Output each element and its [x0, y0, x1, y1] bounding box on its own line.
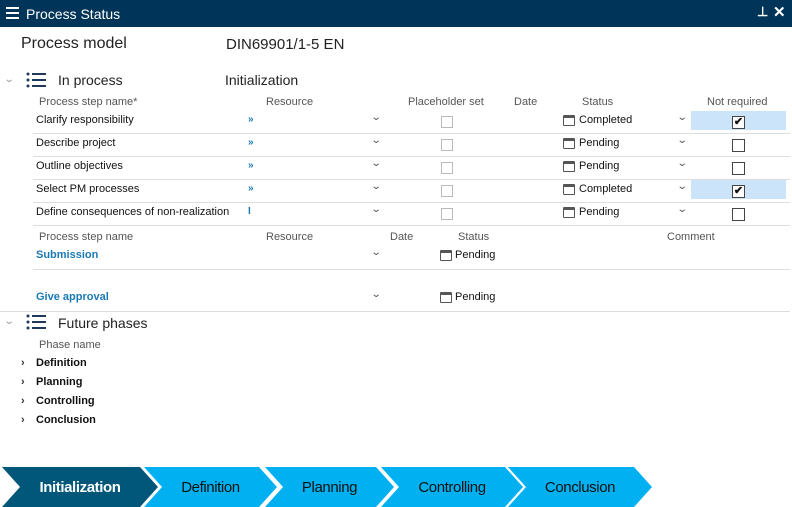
not-required-checkbox[interactable]	[732, 139, 745, 152]
close-icon[interactable]: ✕	[773, 4, 786, 21]
step-name: Describe project	[36, 137, 116, 149]
not-required-checkbox[interactable]	[732, 208, 745, 221]
placeholder-checkbox[interactable]	[441, 185, 453, 197]
row-divider	[33, 133, 790, 134]
resource-dropdown-icon[interactable]: ⌄	[370, 247, 382, 258]
expand-phase-icon[interactable]: ›	[21, 395, 25, 407]
resource-link[interactable]: »	[248, 160, 254, 171]
expand-phase-icon[interactable]: ›	[21, 376, 25, 388]
resource-dropdown-icon[interactable]: ⌄	[370, 289, 382, 300]
step-name: Clarify responsibility	[36, 114, 134, 126]
status-dropdown-icon[interactable]: ⌄	[676, 181, 688, 192]
resource-dropdown-icon[interactable]: ⌄	[370, 158, 382, 169]
phase-step-definition[interactable]: Definition	[144, 467, 277, 507]
resource-dropdown-icon[interactable]: ⌄	[370, 112, 382, 123]
milestone-name[interactable]: Give approval	[36, 291, 109, 303]
future-phase[interactable]: Controlling	[36, 395, 95, 407]
ms-col-date: Date	[390, 231, 414, 243]
window-title: Process Status	[26, 6, 121, 22]
future-phase[interactable]: Definition	[36, 357, 87, 369]
row-divider	[33, 202, 790, 203]
status-value[interactable]: Completed	[579, 183, 633, 195]
col-phase-name: Phase name	[39, 339, 101, 351]
collapse-in-process-icon[interactable]: ⌄	[3, 74, 15, 85]
row-divider	[33, 156, 790, 157]
in-process-title: In process	[58, 72, 123, 88]
status-dropdown-icon[interactable]: ⌄	[676, 135, 688, 146]
future-phase[interactable]: Conclusion	[36, 414, 96, 426]
ms-col-resource: Resource	[266, 231, 314, 243]
process-model-value: DIN69901/1-5 EN	[226, 36, 345, 53]
title-bar: Process Status ⊥ ✕	[0, 0, 792, 27]
status-dropdown-icon[interactable]: ⌄	[676, 112, 688, 123]
not-required-checkbox[interactable]: ✔	[732, 185, 745, 198]
placeholder-checkbox[interactable]	[441, 139, 453, 151]
resource-link[interactable]: »	[248, 183, 254, 194]
col-status: Status	[582, 96, 614, 108]
list-icon	[26, 314, 46, 330]
col-resource: Resource	[266, 96, 314, 108]
calendar-icon[interactable]	[563, 138, 575, 149]
phase-step-conclusion[interactable]: Conclusion	[508, 467, 652, 507]
future-title: Future phases	[58, 315, 148, 331]
resource-dropdown-icon[interactable]: ⌄	[370, 204, 382, 215]
row-divider	[33, 225, 790, 226]
milestone-status: Pending	[455, 249, 496, 261]
step-name: Outline objectives	[36, 160, 123, 172]
not-required-checkbox[interactable]	[732, 162, 745, 175]
current-phase: Initialization	[225, 72, 299, 88]
status-value[interactable]: Completed	[579, 114, 633, 126]
status-value[interactable]: Pending	[579, 160, 620, 172]
calendar-icon[interactable]	[440, 250, 452, 261]
resource-dropdown-icon[interactable]: ⌄	[370, 181, 382, 192]
calendar-icon[interactable]	[440, 292, 452, 303]
step-name: Define consequences of non-realization	[36, 206, 230, 218]
calendar-icon[interactable]	[563, 207, 575, 218]
collapse-future-icon[interactable]: ⌄	[3, 316, 15, 327]
placeholder-checkbox[interactable]	[441, 162, 453, 174]
process-model-label: Process model	[21, 35, 127, 52]
milestone-name[interactable]: Submission	[36, 249, 99, 261]
status-dropdown-icon[interactable]: ⌄	[676, 158, 688, 169]
calendar-icon[interactable]	[563, 161, 575, 172]
milestone-status: Pending	[455, 291, 496, 303]
pin-icon[interactable]: ⊥	[757, 4, 769, 19]
list-icon	[26, 72, 46, 88]
resource-link[interactable]: I	[248, 206, 251, 217]
placeholder-checkbox[interactable]	[441, 116, 453, 128]
expand-phase-icon[interactable]: ›	[21, 414, 25, 426]
status-value[interactable]: Pending	[579, 137, 620, 149]
calendar-icon[interactable]	[563, 184, 575, 195]
resource-link[interactable]: »	[248, 114, 254, 125]
phase-step-planning[interactable]: Planning	[265, 467, 394, 507]
col-date: Date	[514, 96, 538, 108]
phase-step-controlling[interactable]: Controlling	[381, 467, 523, 507]
calendar-icon[interactable]	[563, 115, 575, 126]
ms-col-step-name: Process step name	[39, 231, 134, 243]
phase-step-initialization[interactable]: Initialization	[2, 467, 158, 507]
expand-phase-icon[interactable]: ›	[21, 357, 25, 369]
placeholder-checkbox[interactable]	[441, 208, 453, 220]
ms-col-comment: Comment	[667, 231, 715, 243]
status-value[interactable]: Pending	[579, 206, 620, 218]
ms-col-status: Status	[458, 231, 490, 243]
col-placeholder: Placeholder set	[408, 96, 484, 108]
menu-icon[interactable]	[6, 7, 19, 19]
step-name: Select PM processes	[36, 183, 140, 195]
future-phase[interactable]: Planning	[36, 376, 83, 388]
resource-link[interactable]: »	[248, 137, 254, 148]
resource-dropdown-icon[interactable]: ⌄	[370, 135, 382, 146]
col-not-required: Not required	[707, 96, 768, 108]
not-required-checkbox[interactable]: ✔	[732, 116, 745, 129]
row-divider	[33, 269, 790, 270]
row-divider	[0, 311, 790, 312]
row-divider	[33, 179, 790, 180]
col-step-name: Process step name*	[39, 96, 138, 108]
status-dropdown-icon[interactable]: ⌄	[676, 204, 688, 215]
